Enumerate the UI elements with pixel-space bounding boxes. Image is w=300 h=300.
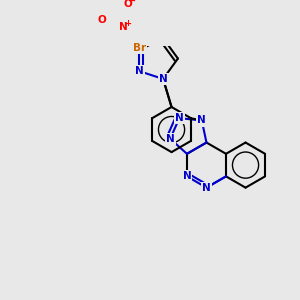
Text: O: O: [98, 15, 106, 25]
Text: N: N: [197, 116, 206, 125]
Text: N: N: [159, 74, 167, 84]
Text: O: O: [124, 0, 133, 10]
Text: N: N: [135, 66, 143, 76]
Text: −: −: [128, 0, 136, 6]
Text: N: N: [183, 171, 191, 182]
Text: N: N: [175, 113, 184, 123]
Text: N: N: [166, 134, 175, 144]
Text: N: N: [202, 183, 211, 193]
Text: +: +: [124, 19, 132, 28]
Text: Br: Br: [133, 43, 146, 53]
Text: N: N: [119, 22, 128, 32]
